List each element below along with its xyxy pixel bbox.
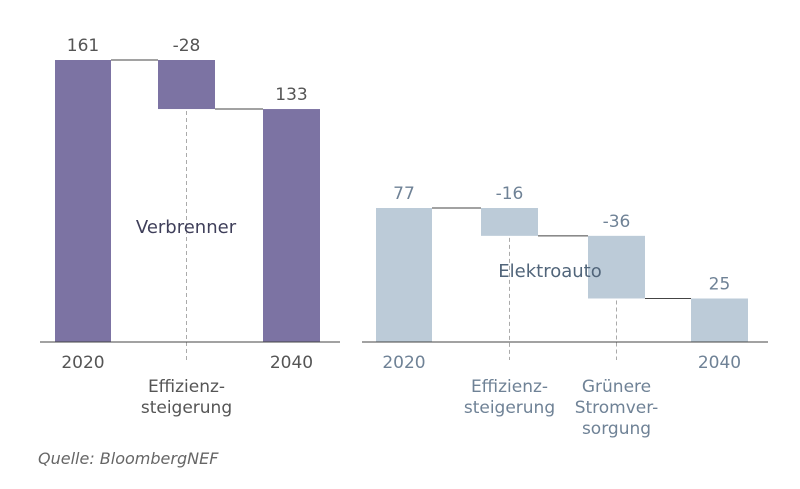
verbrenner-category-label-1-0: Effizienz- xyxy=(148,377,225,397)
verbrenner-bar-1 xyxy=(158,60,215,110)
verbrenner-category-label-0-0: 2020 xyxy=(61,353,104,373)
elektroauto-value-label-2: -36 xyxy=(603,212,631,232)
elektroauto-value-label-0: 77 xyxy=(393,184,415,204)
elektroauto-value-label-1: -16 xyxy=(496,184,524,204)
elektroauto-value-label-3: 25 xyxy=(709,274,731,294)
verbrenner-value-label-2: 133 xyxy=(275,85,307,105)
elektroauto-category-label-2-1: Stromver- xyxy=(575,398,659,418)
elektroauto-category-label-1-0: Effizienz- xyxy=(471,377,548,397)
elektroauto-category-label-1-1: steigerung xyxy=(464,398,555,418)
elektroauto-title: Elektroauto xyxy=(498,261,601,282)
source-note: Quelle: BloombergNEF xyxy=(38,449,219,468)
elektroauto-bar-2 xyxy=(588,235,645,299)
verbrenner-bar-2 xyxy=(263,109,320,342)
elektroauto-category-label-2-0: Grünere xyxy=(582,377,651,397)
verbrenner-value-label-1: -28 xyxy=(173,36,201,56)
elektroauto-bar-3 xyxy=(691,298,748,342)
elektroauto-category-label-3-0: 2040 xyxy=(698,353,741,373)
verbrenner-value-label-0: 161 xyxy=(67,36,99,56)
elektroauto-category-label-0-0: 2020 xyxy=(382,353,425,373)
verbrenner-title: Verbrenner xyxy=(136,217,237,238)
elektroauto-category-label-2-2: sorgung xyxy=(582,419,651,439)
verbrenner-category-label-2-0: 2040 xyxy=(270,353,313,373)
elektroauto-bar-1 xyxy=(481,208,538,236)
verbrenner-category-label-1-1: steigerung xyxy=(141,398,232,418)
verbrenner-bar-0 xyxy=(55,60,111,342)
elektroauto-bar-0 xyxy=(376,208,432,342)
